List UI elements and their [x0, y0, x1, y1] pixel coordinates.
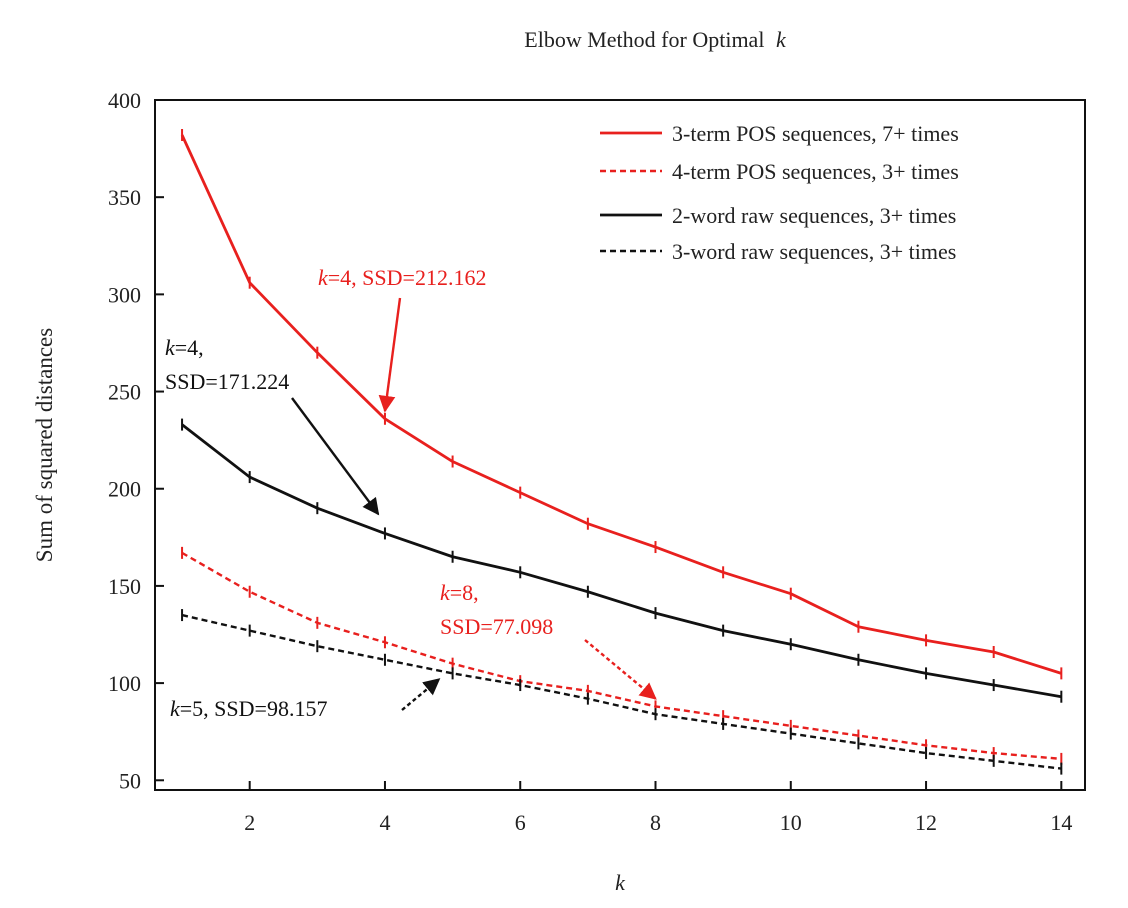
x-tick-label: 12 — [915, 810, 937, 835]
series-line-2 — [181, 551, 1062, 761]
annotation-var: k — [440, 580, 451, 605]
y-tick-label: 350 — [108, 185, 141, 210]
y-tick-label: 300 — [108, 282, 141, 307]
plot-area — [154, 99, 1086, 791]
annotations-group: k=4, SSD=212.162k=4,SSD=171.224k=8,SSD=7… — [165, 265, 657, 721]
y-tick-label: 50 — [119, 768, 141, 793]
legend-label: 2-word raw sequences, 3+ times — [672, 203, 956, 228]
chart-title-var: k — [776, 27, 787, 52]
y-tick-label: 100 — [108, 671, 141, 696]
legend-label: 3-word raw sequences, 3+ times — [672, 239, 956, 264]
annotation-arrow — [401, 678, 441, 711]
series-line-1 — [180, 134, 1062, 675]
annotation-value: =8, — [450, 580, 479, 605]
annotation-text-line2: SSD=77.098 — [440, 614, 553, 639]
chart-title-text: Elbow Method for Optimal — [524, 27, 764, 52]
x-tick-label: 2 — [244, 810, 255, 835]
annotation-text: k=8, — [440, 580, 479, 605]
annotation-var: k — [165, 335, 176, 360]
annotation-arrow — [291, 397, 380, 516]
x-tick-label: 14 — [1050, 810, 1072, 835]
annotation-arrow — [584, 639, 657, 700]
y-tick-label: 250 — [108, 380, 141, 405]
series-line-4 — [181, 613, 1062, 770]
annotation-value: =4, SSD=212.162 — [328, 265, 487, 290]
x-tick-label: 8 — [650, 810, 661, 835]
annotation-text-line2: SSD=171.224 — [165, 369, 289, 394]
annotation-arrow — [378, 297, 402, 413]
x-axis-ticks: 2 4 6 8 10 12 14 — [244, 781, 1072, 835]
chart-title: Elbow Method for Optimal k — [524, 27, 787, 52]
annotation-value: =5, SSD=98.157 — [180, 696, 328, 721]
series-group — [180, 128, 1063, 775]
annotation-var: k — [318, 265, 329, 290]
y-axis-ticks: 50 100 150 200 250 300 350 400 — [108, 88, 164, 793]
annotation-value: =4, — [175, 335, 204, 360]
series-line-3 — [181, 423, 1062, 699]
legend-label: 4-term POS sequences, 3+ times — [672, 159, 959, 184]
x-tick-label: 4 — [379, 810, 390, 835]
y-axis-label: Sum of squared distances — [32, 328, 57, 562]
x-tick-label: 6 — [515, 810, 526, 835]
legend: 3-term POS sequences, 7+ times 4-term POS… — [600, 121, 959, 264]
y-tick-label: 150 — [108, 574, 141, 599]
annotation-text: k=4, SSD=212.162 — [318, 265, 486, 290]
annotation-text: k=5, SSD=98.157 — [170, 696, 327, 721]
legend-label: 3-term POS sequences, 7+ times — [672, 121, 959, 146]
x-tick-label: 10 — [780, 810, 802, 835]
y-tick-label: 400 — [108, 88, 141, 113]
x-axis-label: k — [615, 870, 626, 895]
annotation-text: k=4, — [165, 335, 204, 360]
annotation-var: k — [170, 696, 181, 721]
y-tick-label: 200 — [108, 477, 141, 502]
